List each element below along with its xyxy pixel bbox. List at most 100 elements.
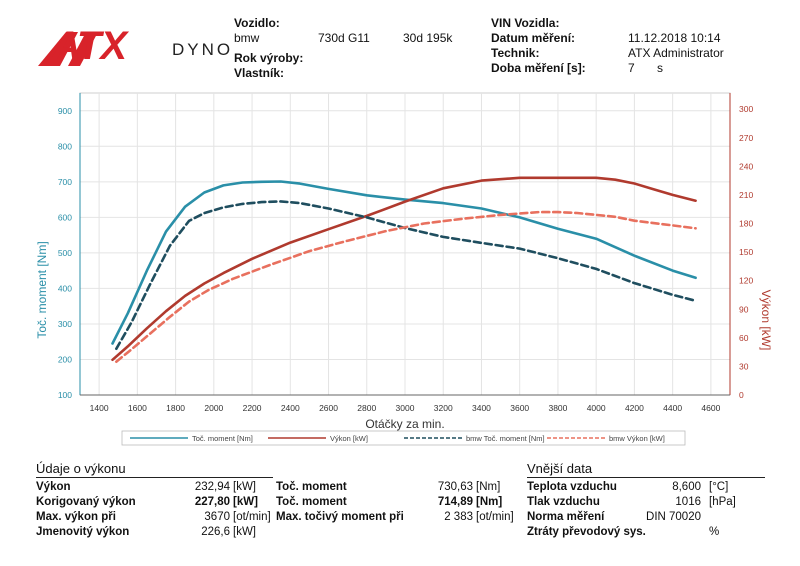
x-tick-label: 4400 [663, 403, 682, 413]
chart-ticks: 1400 1600 1800 2000 2200 2400 2600 2800 3000 3200… [58, 104, 754, 413]
y-axis-left-label: Toč. moment [Nm] [35, 241, 49, 338]
owner-label: Vlastník: [234, 66, 285, 80]
y-right-tick-label: 150 [739, 247, 753, 257]
torque-label: Max. točivý moment při [276, 511, 404, 523]
ext-value: DIN 70020 [646, 511, 701, 523]
ext-value: 8,600 [672, 481, 701, 493]
ext-unit: % [709, 526, 720, 538]
legend-label-1: Výkon [kW] [330, 434, 368, 443]
x-tick-label: 2400 [281, 403, 300, 413]
x-tick-label: 3600 [510, 403, 529, 413]
perf-unit: [kW] [233, 526, 256, 538]
perf-unit: [kW] [233, 481, 256, 493]
chart-axes [79, 93, 731, 396]
y-right-tick-label: 0 [739, 390, 744, 400]
y-right-tick-label: 90 [739, 304, 749, 314]
legend-label-2: bmw Toč. moment [Nm] [466, 434, 545, 443]
x-tick-label: 3200 [434, 403, 453, 413]
tech-label: Technik: [491, 46, 540, 60]
series-line-0 [111, 180, 697, 345]
perf-value: 232,94 [194, 481, 230, 493]
duration-label: Doba měření [s]: [491, 61, 586, 75]
y-left-tick-label: 500 [58, 248, 72, 258]
y-left-tick-label: 300 [58, 319, 72, 329]
logo-sub-text: DYNO [172, 40, 234, 59]
ext-label: Norma měření [527, 511, 605, 523]
ext-value: 1016 [675, 496, 701, 508]
torque-value: 2 383 [444, 511, 473, 523]
y-right-tick-label: 60 [739, 333, 749, 343]
ext-label: Teplota vzduchu [527, 481, 617, 493]
perf-title: Údaje o výkonu [36, 461, 126, 476]
logo-text: ATX [52, 24, 127, 68]
torque-unit: [ot/min] [476, 511, 514, 523]
y-right-tick-label: 210 [739, 190, 753, 200]
x-tick-label: 2000 [204, 403, 223, 413]
y-right-tick-label: 270 [739, 133, 753, 143]
ext-unit: [hPa] [709, 496, 736, 508]
perf-value: 227,80 [194, 496, 230, 508]
perf-label: Max. výkon při [36, 511, 116, 523]
vehicle-variant: 30d 195k [403, 31, 453, 45]
y-left-tick-label: 200 [58, 354, 72, 364]
x-tick-label: 1600 [128, 403, 147, 413]
ext-label: Ztráty převodový sys. [527, 526, 646, 538]
ext-unit: [°C] [709, 481, 729, 493]
legend-label-0: Toč. moment [Nm] [192, 434, 253, 443]
y-left-tick-label: 900 [58, 106, 72, 116]
duration-value: 7 [628, 61, 635, 75]
x-tick-label: 3800 [548, 403, 567, 413]
vehicle-make: bmw [234, 31, 260, 45]
torque-unit: [Nm] [476, 496, 503, 508]
x-tick-label: 3000 [396, 403, 415, 413]
ext-title: Vnější data [527, 461, 593, 476]
y-left-tick-label: 100 [58, 390, 72, 400]
logo-mark [38, 32, 98, 66]
y-right-tick-label: 30 [739, 361, 749, 371]
chart-grid [79, 92, 731, 396]
dyno-chart: 1400 1600 1800 2000 2200 2400 2600 2800 3000 3200… [35, 92, 773, 446]
y-right-tick-label: 120 [739, 276, 753, 286]
series-line-3 [115, 210, 697, 364]
series-line-1 [111, 176, 697, 362]
torque-value: 714,89 [437, 496, 473, 508]
legend-box [121, 430, 686, 446]
y-left-tick-label: 800 [58, 141, 72, 151]
x-tick-label: 2600 [319, 403, 338, 413]
torque-unit: [Nm] [476, 481, 501, 493]
x-tick-label: 4600 [701, 403, 720, 413]
x-tick-label: 1800 [166, 403, 185, 413]
y-left-tick-label: 700 [58, 177, 72, 187]
y-right-tick-label: 180 [739, 219, 753, 229]
chart-legend: Toč. moment [Nm] Výkon [kW] bmw Toč. momen… [121, 430, 686, 446]
y-axis-right-label: Výkon [kW] [759, 290, 773, 351]
torque-label: Toč. moment [276, 496, 347, 508]
date-label: Datum měření: [491, 31, 576, 45]
y-left-tick-label: 600 [58, 212, 72, 222]
perf-label: Výkon [36, 481, 71, 493]
x-axis-label: Otáčky za min. [365, 417, 444, 431]
x-tick-label: 2800 [357, 403, 376, 413]
year-label: Rok výroby: [234, 51, 304, 65]
x-tick-label: 2200 [243, 403, 262, 413]
y-right-tick-label: 300 [739, 104, 753, 114]
torque-value: 730,63 [437, 481, 473, 493]
vehicle-label: Vozidlo: [234, 16, 280, 30]
x-tick-label: 4000 [587, 403, 606, 413]
y-left-tick-label: 400 [58, 283, 72, 293]
perf-unit: [ot/min] [233, 511, 271, 523]
x-tick-label: 1400 [90, 403, 109, 413]
duration-unit: s [657, 61, 663, 75]
y-right-tick-label: 240 [739, 161, 753, 171]
vin-label: VIN Vozidla: [491, 16, 560, 30]
chart-series [111, 176, 697, 364]
perf-value: 226,6 [201, 526, 230, 538]
vehicle-model: 730d G11 [318, 31, 370, 45]
tech-value: ATX Administrator [628, 46, 724, 60]
perf-value: 3670 [204, 511, 230, 523]
perf-unit: [kW] [233, 496, 258, 508]
perf-label: Jmenovitý výkon [36, 526, 130, 538]
ext-label: Tlak vzduchu [527, 496, 600, 508]
x-tick-label: 3400 [472, 403, 491, 413]
x-tick-label: 4200 [625, 403, 644, 413]
